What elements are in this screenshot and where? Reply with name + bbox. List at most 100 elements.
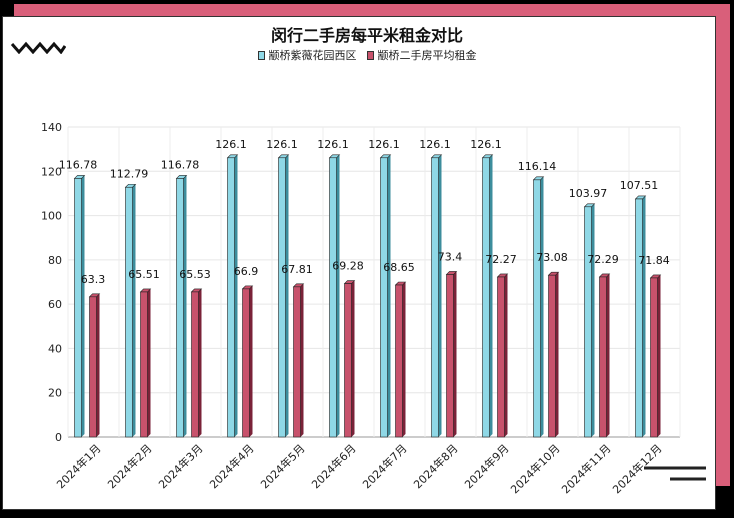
bar-side-series2: [504, 273, 508, 437]
legend-swatch-series1: [257, 50, 265, 60]
bar-side-series1: [489, 154, 493, 437]
y-tick-label: 60: [48, 298, 62, 311]
bar-side-series2: [300, 283, 304, 437]
data-label-series1: 112.79: [110, 167, 149, 180]
y-tick-label: 40: [48, 342, 62, 355]
bar-series1: [125, 186, 133, 438]
bar-side-series2: [606, 273, 610, 437]
data-label-series1: 126.1: [368, 138, 400, 151]
data-label-series1: 116.78: [161, 158, 200, 171]
bar-side-series2: [351, 280, 355, 437]
chart-title: 闵行二手房每平米租金对比: [270, 26, 463, 45]
bar-series2: [446, 274, 454, 438]
bar-series1: [584, 206, 592, 438]
bar-side-series1: [642, 195, 646, 437]
bar-series2: [89, 296, 97, 438]
y-tick-label: 20: [48, 387, 62, 400]
x-tick-label: 2024年3月: [155, 441, 205, 491]
data-label-series2: 69.28: [332, 260, 364, 273]
legend-item-series1[interactable]: 颛桥紫薇花园西区: [257, 47, 357, 63]
data-label-series2: 63.3: [81, 273, 106, 286]
y-tick-label: 80: [48, 254, 62, 267]
x-tick-label: 2024年12月: [609, 441, 664, 496]
bar-side-series1: [132, 184, 136, 437]
bar-series1: [227, 157, 235, 438]
data-label-series1: 126.1: [266, 138, 298, 151]
data-label-series2: 73.08: [536, 251, 568, 264]
bar-series2: [548, 274, 556, 438]
zigzag-decoration-icon: [10, 41, 66, 54]
bar-series2: [599, 276, 607, 438]
data-label-series2: 65.53: [179, 268, 211, 281]
chart-card: [2, 16, 716, 510]
data-label-series2: 68.65: [383, 261, 415, 274]
x-tick-label: 2024年4月: [206, 441, 256, 491]
bar-series1: [533, 179, 541, 438]
data-label-series1: 126.1: [470, 138, 502, 151]
bar-side-series2: [402, 281, 406, 437]
bar-side-series2: [453, 271, 457, 437]
bar-side-series1: [591, 203, 595, 437]
bar-side-series1: [285, 154, 289, 437]
x-tick-label: 2024年9月: [461, 441, 511, 491]
x-tick-label: 2024年11月: [558, 441, 613, 496]
data-label-series2: 67.81: [281, 263, 313, 276]
bar-series2: [650, 277, 658, 438]
y-tick-label: 100: [41, 210, 62, 223]
bar-series2: [497, 276, 505, 438]
legend-swatch-series2: [366, 50, 374, 60]
y-tick-label: 140: [41, 121, 62, 134]
bar-series1: [329, 157, 337, 438]
bar-series2: [395, 284, 403, 438]
data-label-series1: 116.14: [518, 160, 557, 173]
bar-series1: [74, 178, 82, 438]
bar-series1: [380, 157, 388, 438]
double-line-decoration-icon: [644, 466, 706, 481]
x-tick-label: 2024年8月: [410, 441, 460, 491]
x-tick-label: 2024年6月: [308, 441, 358, 491]
bar-side-series1: [387, 154, 391, 437]
x-tick-label: 2024年10月: [507, 441, 562, 496]
bar-side-series2: [96, 293, 100, 437]
x-tick-label: 2024年7月: [359, 441, 409, 491]
data-label-series1: 103.97: [569, 187, 608, 200]
y-tick-label: 120: [41, 165, 62, 178]
bar-side-series2: [147, 288, 151, 437]
bar-series1: [635, 198, 643, 438]
bar-series2: [344, 283, 352, 438]
legend-label-series1: 颛桥紫薇花园西区: [268, 49, 357, 62]
bar-side-series2: [657, 274, 661, 437]
y-tick-label: 0: [55, 431, 62, 444]
chart-legend: 颛桥紫薇花园西区 颛桥二手房平均租金: [0, 47, 734, 63]
bar-series2: [242, 288, 250, 438]
bar-series1: [278, 157, 286, 438]
bar-side-series1: [438, 154, 442, 437]
x-tick-label: 2024年2月: [104, 441, 154, 491]
legend-item-series2[interactable]: 颛桥二手房平均租金: [366, 47, 477, 63]
bar-side-series2: [198, 288, 202, 437]
bar-side-series2: [249, 285, 253, 437]
bar-series2: [293, 286, 301, 438]
data-label-series1: 126.1: [215, 138, 247, 151]
bar-side-series1: [540, 176, 544, 437]
data-label-series2: 66.9: [234, 265, 259, 278]
data-label-series1: 126.1: [419, 138, 451, 151]
bar-series1: [482, 157, 490, 438]
bar-series2: [140, 291, 148, 438]
bar-series1: [176, 178, 184, 438]
bar-series2: [191, 291, 199, 438]
bar-side-series1: [81, 175, 85, 437]
data-label-series2: 73.4: [438, 250, 463, 263]
bar-series1: [431, 157, 439, 438]
x-tick-label: 2024年1月: [53, 441, 103, 491]
data-label-series2: 72.29: [587, 253, 619, 266]
bar-side-series1: [336, 154, 340, 437]
data-label-series2: 71.84: [638, 254, 670, 267]
legend-label-series2: 颛桥二手房平均租金: [377, 49, 477, 62]
bar-side-series1: [234, 154, 238, 437]
data-label-series1: 107.51: [620, 179, 659, 192]
data-label-series2: 65.51: [128, 268, 160, 281]
bar-side-series1: [183, 175, 187, 437]
data-label-series1: 116.78: [59, 158, 98, 171]
